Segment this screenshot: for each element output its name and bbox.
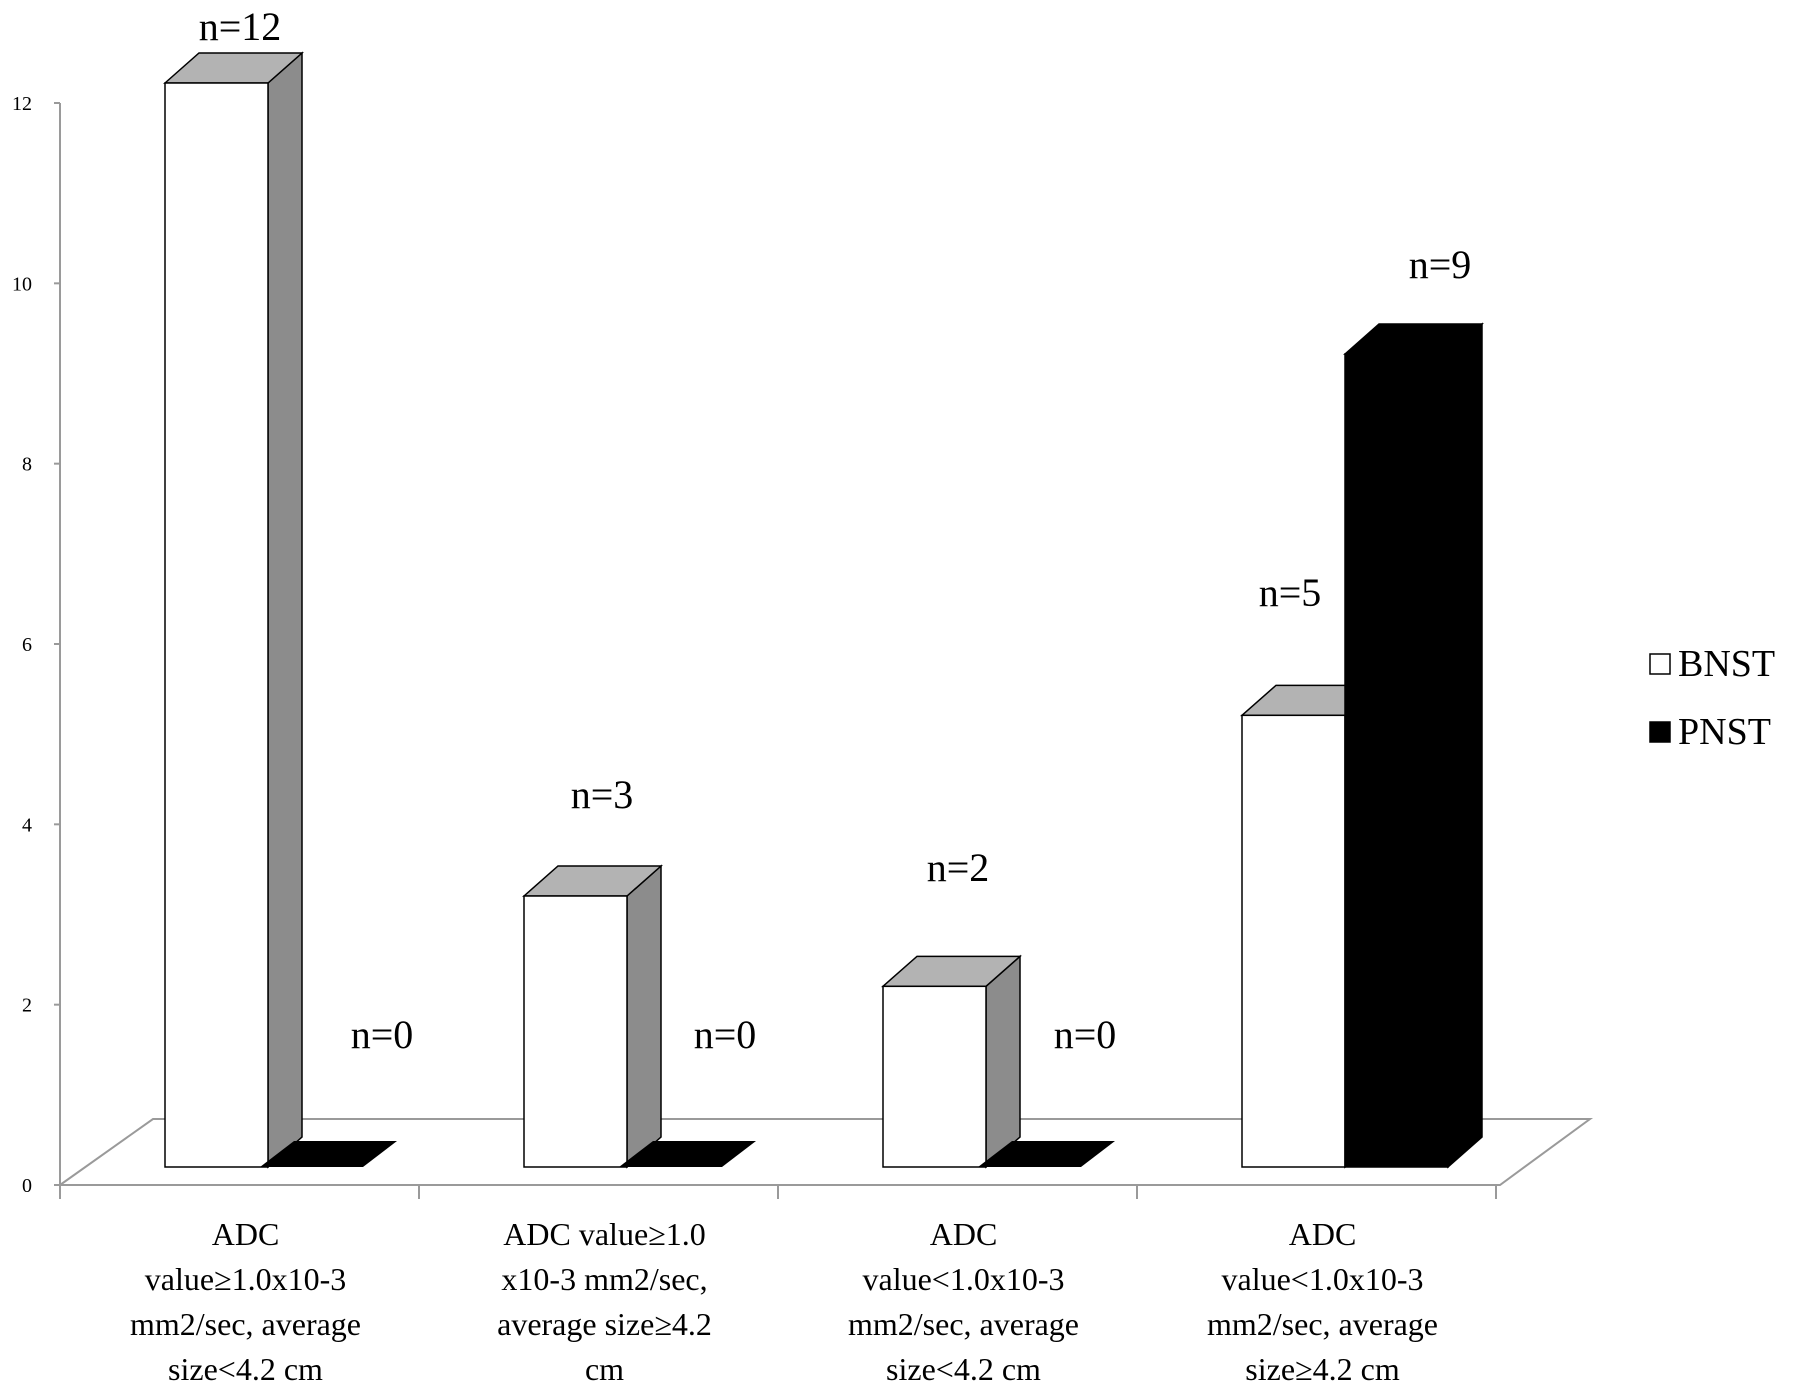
x-category-label-line: mm2/sec, average <box>1207 1306 1438 1342</box>
x-category-label-line: value≥1.0x10-3 <box>145 1261 347 1297</box>
bar-bnst <box>522 864 663 1169</box>
bar-pnst-front <box>1344 353 1449 1168</box>
x-category-label-line: mm2/sec, average <box>130 1306 361 1342</box>
bar-pnst <box>260 1141 397 1167</box>
data-label-pnst: n=0 <box>694 1012 757 1057</box>
y-tick-label: 4 <box>22 814 32 836</box>
x-category-label-line: cm <box>585 1351 624 1387</box>
x-category-label-line: ADC value≥1.0 <box>503 1216 705 1252</box>
x-category-label-line: ADC <box>212 1216 280 1252</box>
legend-swatch <box>1649 721 1671 743</box>
bar-pnst-side <box>1447 322 1483 1169</box>
bar-bnst-front <box>882 985 987 1168</box>
y-tick-label: 6 <box>22 634 32 656</box>
x-category-label: ADC value≥1.0 x10-3 mm2/sec, average size≥… <box>497 1216 712 1387</box>
x-category-label-line: ADC <box>1289 1216 1357 1252</box>
x-category-label-line: value<1.0x10-3 <box>1222 1261 1424 1297</box>
bar-pnst-flat <box>978 1141 1115 1167</box>
bar-pnst <box>978 1141 1115 1167</box>
bar-bnst-front <box>1241 714 1346 1168</box>
bar-bnst <box>881 954 1022 1169</box>
bar-bnst-side <box>985 954 1021 1169</box>
bar-bnst-side <box>626 864 662 1169</box>
x-category-label: ADC value<1.0x10-3 mm2/sec, average size<4.… <box>848 1216 1079 1387</box>
bar-pnst <box>1343 322 1484 1169</box>
legend-label: PNST <box>1678 711 1771 753</box>
x-category-label-line: average size≥4.2 <box>497 1306 712 1342</box>
bar-bnst <box>163 51 304 1169</box>
data-label-pnst: n=0 <box>1054 1012 1117 1057</box>
x-category-label: ADC value<1.0x10-3 mm2/sec, average size≥4.… <box>1207 1216 1438 1387</box>
data-label-bnst: n=12 <box>199 4 282 49</box>
x-category-label-line: size<4.2 cm <box>886 1351 1041 1387</box>
x-category-label-line: size<4.2 cm <box>168 1351 323 1387</box>
x-category-label-line: value<1.0x10-3 <box>863 1261 1065 1297</box>
x-category-label-line: size≥4.2 cm <box>1245 1351 1400 1387</box>
x-category-label: ADC value≥1.0x10-3 mm2/sec, average size<4.… <box>130 1216 361 1387</box>
legend-swatch <box>1649 653 1671 675</box>
y-tick-label: 0 <box>22 1175 32 1197</box>
bar-pnst-flat <box>619 1141 756 1167</box>
x-category-label-line: ADC <box>930 1216 998 1252</box>
x-category-label-line: mm2/sec, average <box>848 1306 1079 1342</box>
bar-bnst-front <box>164 82 269 1168</box>
bar-pnst <box>619 1141 756 1167</box>
bar-bnst-side <box>267 51 303 1169</box>
y-tick-label: 12 <box>12 93 32 115</box>
data-label-bnst: n=5 <box>1259 570 1322 615</box>
y-tick-label: 10 <box>12 273 32 295</box>
y-tick-label: 2 <box>22 995 32 1017</box>
data-label-pnst: n=0 <box>351 1012 414 1057</box>
x-category-label-line: x10-3 mm2/sec, <box>501 1261 707 1297</box>
data-label-bnst: n=2 <box>927 845 990 890</box>
bar-bnst-front <box>523 895 628 1168</box>
data-label-bnst: n=3 <box>571 772 634 817</box>
y-tick-label: 8 <box>22 454 32 476</box>
legend-label: BNST <box>1678 643 1775 685</box>
data-label-pnst: n=9 <box>1409 242 1472 287</box>
bar-pnst-flat <box>260 1141 397 1167</box>
